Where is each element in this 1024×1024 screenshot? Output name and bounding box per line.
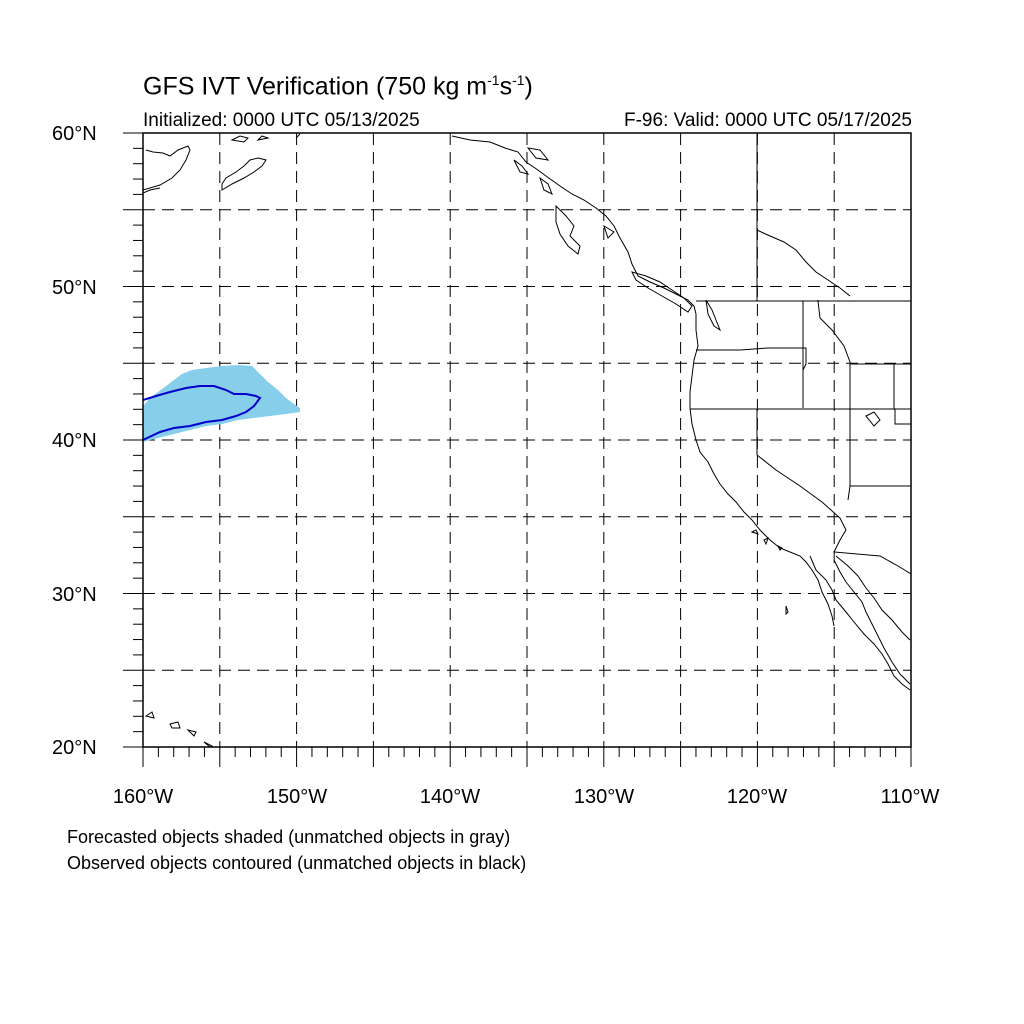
note-forecast: Forecasted objects shaded (unmatched obj… xyxy=(67,827,511,847)
lat-label-40n: 40°N xyxy=(52,430,97,452)
lon-label-120w: 120°W xyxy=(726,786,788,808)
lat-label-60n: 60°N xyxy=(52,123,97,145)
title-exp-2: -1 xyxy=(512,72,525,88)
political-borders xyxy=(690,133,911,575)
alaska-peninsula-coast xyxy=(143,133,301,194)
lon-label-140w: 140°W xyxy=(419,786,481,808)
valid-label: F-96: Valid: 0000 UTC 05/17/2025 xyxy=(624,110,912,131)
coastlines xyxy=(143,133,911,747)
map-title: GFS IVT Verification (750 kg m-1s-1) xyxy=(143,72,533,101)
title-main: GFS IVT Verification (750 kg m xyxy=(143,72,488,101)
panhandle-bc-coast xyxy=(451,135,835,627)
lat-label-50n: 50°N xyxy=(52,277,97,299)
lon-label-110w: 110°W xyxy=(880,786,940,808)
title-mid: s xyxy=(499,72,513,101)
lon-label-130w: 130°W xyxy=(573,786,635,808)
mexico-mainland-coast xyxy=(835,555,911,641)
vancouver-island-coast xyxy=(631,271,722,332)
lon-label-150w: 150°W xyxy=(266,786,328,808)
small-islands xyxy=(750,411,881,616)
title-close: ) xyxy=(524,72,533,101)
canada-inland-line xyxy=(756,229,851,297)
map-grid xyxy=(143,133,911,747)
lon-label-160w: 160°W xyxy=(112,786,174,808)
hawaii-islands xyxy=(144,711,214,747)
title-exp-1: -1 xyxy=(487,72,500,88)
lat-label-20n: 20°N xyxy=(52,737,97,759)
initialized-label: Initialized: 0000 UTC 05/13/2025 xyxy=(143,110,420,131)
forecast-ivt-object xyxy=(143,365,300,442)
alaska-inside-islands xyxy=(513,147,615,255)
baja-california-coast xyxy=(809,555,911,691)
lat-label-30n: 30°N xyxy=(52,584,97,606)
note-observed: Observed objects contoured (unmatched ob… xyxy=(67,853,527,873)
map-frame xyxy=(123,132,912,767)
observed-ivt-contour xyxy=(143,385,262,441)
